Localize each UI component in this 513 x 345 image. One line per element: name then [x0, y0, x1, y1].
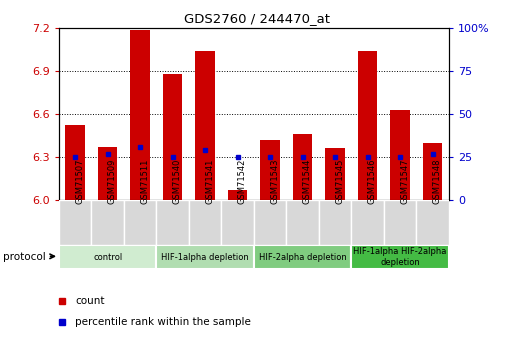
FancyBboxPatch shape: [124, 200, 156, 245]
Bar: [390, 110, 410, 200]
Bar: [423, 142, 442, 200]
Bar: [228, 190, 247, 200]
Text: control: control: [93, 253, 123, 262]
Bar: [66, 125, 85, 200]
FancyBboxPatch shape: [59, 200, 91, 245]
FancyBboxPatch shape: [91, 200, 124, 245]
FancyBboxPatch shape: [417, 200, 449, 245]
Bar: [293, 134, 312, 200]
Bar: [358, 51, 378, 200]
Text: GDS2760 / 244470_at: GDS2760 / 244470_at: [184, 12, 329, 25]
FancyBboxPatch shape: [156, 200, 189, 245]
Text: HIF-2alpha depletion: HIF-2alpha depletion: [259, 253, 347, 262]
Text: HIF-1alpha depletion: HIF-1alpha depletion: [161, 253, 249, 262]
Bar: [325, 148, 345, 200]
Text: HIF-1alpha HIF-2alpha
depletion: HIF-1alpha HIF-2alpha depletion: [353, 247, 447, 267]
FancyBboxPatch shape: [222, 200, 254, 245]
Bar: [261, 140, 280, 200]
FancyBboxPatch shape: [351, 245, 449, 269]
FancyBboxPatch shape: [156, 245, 254, 269]
Text: GSM71544: GSM71544: [303, 158, 312, 204]
Text: GSM71547: GSM71547: [400, 158, 409, 204]
Text: GSM71541: GSM71541: [205, 158, 214, 204]
Text: GSM71543: GSM71543: [270, 158, 279, 204]
Text: protocol: protocol: [3, 252, 45, 262]
Text: GSM71546: GSM71546: [368, 158, 377, 204]
FancyBboxPatch shape: [351, 200, 384, 245]
Bar: [98, 147, 117, 200]
Text: GSM71511: GSM71511: [140, 158, 149, 204]
FancyBboxPatch shape: [189, 200, 222, 245]
Text: count: count: [75, 296, 105, 306]
Text: GSM71509: GSM71509: [108, 158, 117, 204]
FancyBboxPatch shape: [286, 200, 319, 245]
FancyBboxPatch shape: [384, 200, 417, 245]
FancyBboxPatch shape: [59, 245, 156, 269]
Text: GSM71548: GSM71548: [432, 158, 442, 204]
Text: GSM71507: GSM71507: [75, 158, 84, 204]
FancyBboxPatch shape: [254, 245, 351, 269]
Text: GSM71545: GSM71545: [335, 158, 344, 204]
Bar: [195, 51, 215, 200]
Text: GSM71540: GSM71540: [173, 158, 182, 204]
FancyBboxPatch shape: [319, 200, 351, 245]
Bar: [130, 30, 150, 200]
Bar: [163, 73, 183, 200]
Text: GSM71542: GSM71542: [238, 158, 247, 204]
Text: percentile rank within the sample: percentile rank within the sample: [75, 317, 251, 327]
FancyBboxPatch shape: [254, 200, 286, 245]
